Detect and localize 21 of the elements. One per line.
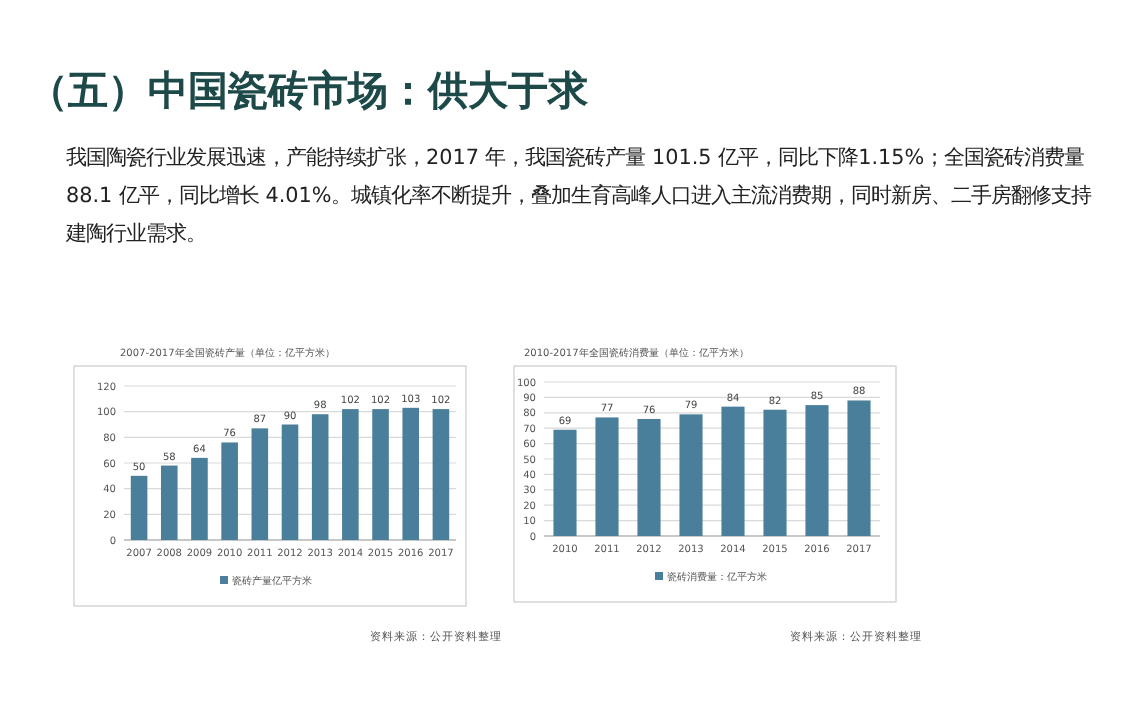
bar: [251, 428, 269, 540]
bar: [130, 475, 148, 540]
bar: [281, 424, 299, 540]
bar: [679, 414, 703, 536]
bar: [432, 409, 450, 540]
bar: [805, 405, 829, 536]
bar: [372, 409, 389, 540]
bar: [637, 418, 661, 536]
text: （五）中国瓷砖市场：供大于求: [28, 64, 588, 118]
bar: [342, 409, 359, 540]
bar: [221, 442, 238, 540]
text: 我国陶瓷行业发展迅速，产能持续扩张，2017 年，我国瓷砖产量 101.5 亿平，同比下降1.15%；全国瓷砖消费量 88.1 亿平，同比增长 4.01%。城镇化率不断提升，叠加生育高峰人口进入主流消费期，同时新房、二手房翻修支持建陶行业需求。: [66, 144, 1094, 250]
bar: [160, 465, 178, 540]
bar: [847, 400, 871, 536]
bar: [402, 407, 420, 540]
bar: [721, 406, 745, 536]
bar: [763, 409, 787, 536]
bar: [595, 417, 619, 536]
bar: [311, 414, 329, 540]
bar: [191, 457, 208, 540]
bar: [553, 429, 577, 536]
